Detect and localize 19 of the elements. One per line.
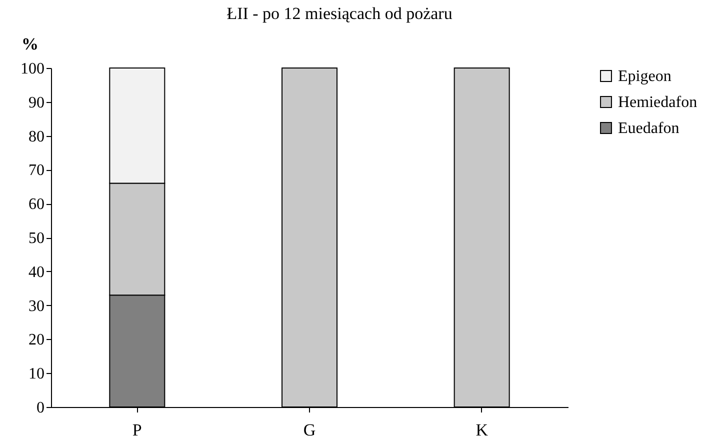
y-axis-title: % [22, 34, 38, 54]
y-tick-label: 100 [20, 60, 44, 78]
y-tick-label: 60 [28, 196, 44, 214]
y-tick-label: 20 [28, 332, 44, 349]
y-tick-label: 0 [36, 400, 44, 416]
y-tick-label: 10 [28, 366, 44, 383]
y-tick-label: 80 [28, 128, 44, 146]
y-tick-label: 40 [28, 264, 44, 281]
y-tick-label: 30 [28, 298, 44, 315]
x-tick-label: G [303, 420, 316, 440]
legend-label: Hemiedafon [618, 94, 698, 111]
y-tick-label: 70 [28, 162, 44, 180]
y-tick-label: 90 [28, 94, 44, 112]
legend-label: Epigeon [618, 68, 672, 85]
y-tick-label: 50 [28, 230, 44, 247]
x-tick-label: P [132, 420, 142, 440]
legend-label: Euedafon [618, 120, 680, 137]
chart-title: ŁII - po 12 miesiącach od pożaru [226, 4, 453, 23]
x-tick-label: K [476, 420, 489, 440]
